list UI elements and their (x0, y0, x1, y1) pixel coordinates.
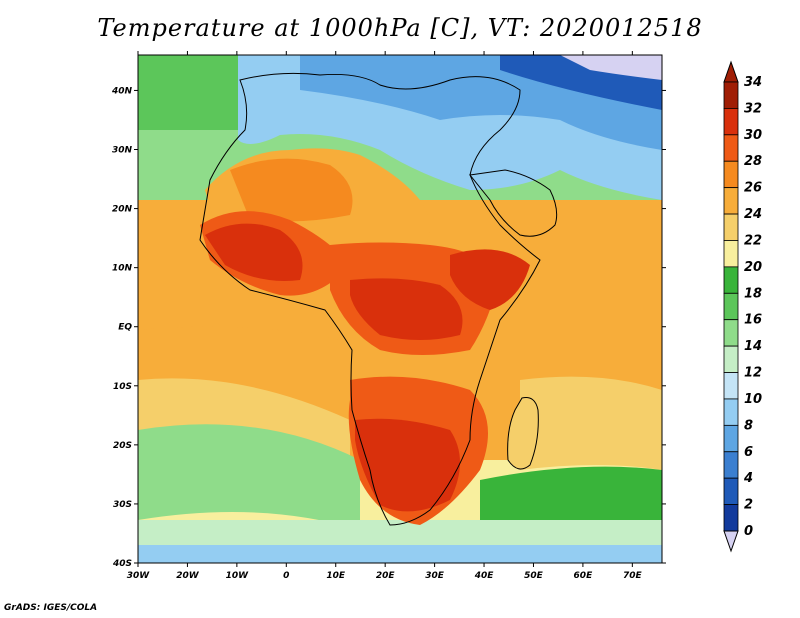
y-tick-label: 30N (112, 146, 133, 156)
madagascar (507, 397, 539, 469)
y-tick-label: 10N (112, 264, 133, 274)
x-tick-label: 30W (127, 571, 151, 581)
colorbar-segment (723, 292, 739, 321)
y-tick-label: 20S (113, 441, 132, 451)
colorbar-label: 12 (744, 366, 762, 381)
east-africa-hot (450, 249, 530, 310)
colorbar-segment (723, 81, 739, 109)
x-tick-label: 50E (524, 571, 544, 581)
x-tick-label: 20E (376, 571, 396, 581)
colorbar-label: 20 (744, 260, 762, 275)
x-tick-label: 70E (623, 571, 643, 581)
madagascar-coastline (507, 397, 539, 470)
colorbar-segment (723, 345, 739, 373)
indian-ocean-warm (520, 376, 662, 470)
colorbar-segment (723, 451, 739, 479)
x-tick-label: 40E (474, 571, 495, 581)
colorbar-segment (723, 240, 739, 268)
colorbar-label: 30 (744, 128, 762, 143)
y-tick-label: 20N (112, 205, 133, 215)
coastlines (199, 72, 558, 526)
colorbar-segment (723, 372, 739, 400)
x-tick-label: 30E (425, 571, 445, 581)
colorbar-label: 34 (744, 75, 762, 90)
x-tick-label: 10W (226, 571, 250, 581)
colorbar-label: 24 (744, 207, 762, 222)
colorbar-segment (723, 319, 739, 347)
y-tick-label: EQ (118, 323, 132, 333)
colorbar-label: 16 (744, 313, 762, 328)
y-axis: 40N 30N 20N 10N EQ 10S 20S 30S 40S (111, 86, 666, 569)
x-tick-label: 20W (176, 571, 200, 581)
colorbar-label: 8 (744, 418, 753, 433)
southern-africa-hottest (355, 418, 460, 512)
temperature-field (138, 55, 662, 563)
colorbar-label: 18 (744, 286, 762, 301)
colorbar-top-arrow (723, 60, 739, 83)
credit-label: GrADS: IGES/COLA (4, 603, 98, 613)
colorbar-label: 0 (744, 524, 753, 539)
south-indian-green (480, 466, 662, 530)
colorbar-label: 26 (744, 181, 762, 196)
colorbar-bottom-arrow (723, 530, 739, 553)
colorbar-segment (723, 108, 739, 136)
y-tick-label: 40N (111, 86, 133, 96)
south-atlantic-green (138, 424, 360, 530)
colorbar-label: 2 (744, 498, 753, 513)
central-africa-hottest (350, 278, 463, 340)
west-africa-hottest (205, 223, 303, 281)
sahara-hot (230, 158, 353, 222)
map-frame (137, 54, 663, 564)
colorbar-segment (723, 187, 739, 215)
colorbar-label: 14 (744, 339, 762, 354)
colorbar-segment (723, 477, 739, 505)
colorbar-label: 4 (743, 471, 753, 486)
chart-title: Temperature at 1000hPa [C], VT: 20200125… (97, 14, 703, 42)
colorbar-label: 6 (744, 445, 753, 460)
y-tick-label: 30S (113, 500, 132, 510)
colorbar-segment (723, 266, 739, 294)
colorbar-segment (723, 504, 739, 532)
colorbar-label: 28 (744, 154, 762, 169)
x-tick-label: 10E (326, 571, 346, 581)
colorbar-label: 22 (744, 233, 762, 248)
x-tick-label: 60E (574, 571, 594, 581)
y-tick-label: 40S (112, 559, 132, 569)
colorbar-segment (723, 424, 739, 453)
colorbar-label: 10 (744, 392, 762, 407)
colorbar-segment (723, 160, 739, 189)
arabia-coastline (469, 169, 558, 237)
colorbar-segment (723, 213, 739, 241)
x-axis: 30W 20W 10W 0 10E 20E 30E 40E 50E 60E 70E (127, 51, 643, 581)
colorbar-label: 32 (744, 101, 762, 116)
asia-coldest (560, 55, 662, 80)
colorbar-segment (723, 398, 739, 426)
x-tick-label: 0 (283, 571, 289, 581)
southern-ocean-cold (138, 545, 662, 563)
africa-coastline (199, 72, 541, 526)
colorbar-segment (723, 134, 739, 162)
y-tick-label: 10S (113, 382, 132, 392)
